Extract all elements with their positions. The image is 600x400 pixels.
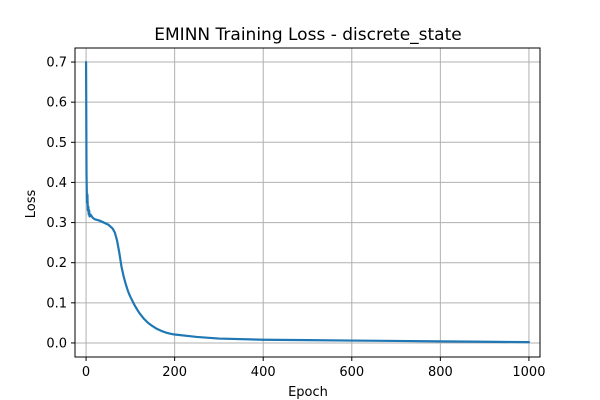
y-tick-label: 0.7 bbox=[46, 56, 67, 71]
x-axis-title: Epoch bbox=[288, 385, 328, 400]
x-tick-label: 800 bbox=[428, 365, 453, 380]
plot-frame bbox=[74, 47, 541, 358]
y-tick-label: 0.5 bbox=[46, 136, 67, 151]
chart-title: EMINN Training Loss - discrete_state bbox=[154, 25, 461, 45]
y-tick-label: 0.0 bbox=[46, 336, 67, 351]
x-tick-label: 600 bbox=[339, 365, 364, 380]
y-axis-ticks: 0.0 0.1 0.2 0.3 0.4 0.5 0.6 0.7 bbox=[46, 56, 75, 351]
y-tick-label: 0.4 bbox=[46, 176, 67, 191]
y-tick-label: 0.1 bbox=[46, 296, 67, 311]
grid-lines bbox=[75, 48, 540, 357]
x-tick-label: 1000 bbox=[512, 365, 545, 380]
y-tick-label: 0.6 bbox=[46, 96, 67, 111]
y-tick-label: 0.3 bbox=[46, 216, 67, 231]
y-axis-title: Loss bbox=[24, 190, 39, 219]
x-axis-ticks: 0 200 400 600 800 1000 bbox=[82, 357, 545, 380]
series-group bbox=[84, 60, 531, 344]
x-tick-label: 200 bbox=[162, 365, 187, 380]
y-tick-label: 0.2 bbox=[46, 256, 67, 271]
x-tick-label: 0 bbox=[82, 365, 90, 380]
x-tick-label: 400 bbox=[251, 365, 276, 380]
loss-series-line bbox=[84, 60, 531, 344]
